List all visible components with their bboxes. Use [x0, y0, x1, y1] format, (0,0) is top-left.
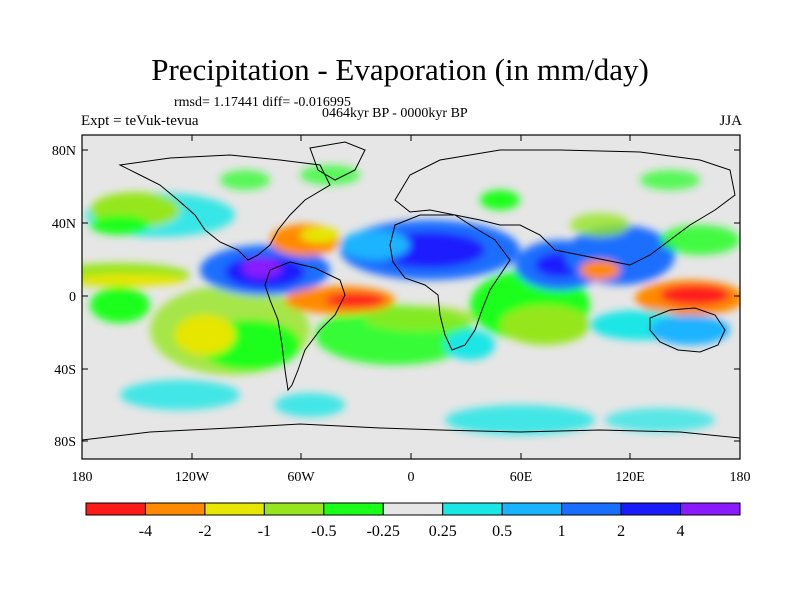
map-title: Precipitation - Evaporation (in mm/day)	[151, 52, 649, 87]
colorbar-swatch	[144, 502, 206, 516]
lat-label: 80S	[54, 435, 76, 450]
eurasia-outline	[394, 149, 736, 266]
lat-labels: 80N 40N 0 40S 80S	[52, 144, 76, 450]
colorbar-label: -2	[198, 523, 211, 540]
colorbar-label: -0.25	[367, 523, 400, 540]
stats-text: rmsd= 1.17441 diff= -0.016995	[174, 95, 351, 110]
experiment-label: Expt = teVuk-tevua	[81, 113, 199, 129]
colorbar-swatch	[204, 502, 265, 516]
australia-outline	[649, 307, 726, 353]
lon-labels: 180 120W 60W 0 60E 120E 180	[72, 470, 751, 485]
colorbar-swatch	[442, 502, 503, 516]
period-text: 0464kyr BP - 0000kyr BP	[322, 106, 468, 121]
colorbar-label: 2	[617, 523, 625, 540]
africa-outline	[389, 214, 511, 351]
colorbar-swatch	[382, 502, 444, 516]
colorbar-swatch	[323, 502, 384, 516]
lat-label: 40S	[54, 363, 76, 378]
lon-label: 0	[408, 470, 415, 485]
colorbar-swatch	[620, 502, 682, 516]
colorbar-swatch	[501, 502, 563, 516]
map-ticks	[81, 135, 741, 459]
colorbar-label: 0.25	[429, 523, 457, 540]
lon-label: 60W	[287, 470, 315, 485]
colorbar-swatch	[680, 502, 741, 516]
colorbar-label: 4	[677, 523, 685, 540]
lat-label: 0	[69, 290, 76, 305]
antarctica-outline	[82, 423, 740, 441]
colorbar-swatch	[561, 502, 622, 516]
colorbar-label: -1	[258, 523, 271, 540]
north-america-outline	[118, 154, 331, 261]
field-layer	[82, 165, 740, 435]
lon-label: 120E	[615, 470, 645, 485]
colorbar: -4 -2 -1 -0.5 -0.25 0.25 0.5 1 2 4	[85, 502, 741, 540]
south-america-outline	[264, 261, 346, 392]
colorbar-label: -4	[139, 523, 152, 540]
lat-label: 40N	[52, 217, 76, 232]
lon-label: 60E	[510, 470, 533, 485]
lat-label: 80N	[52, 144, 76, 159]
colorbar-swatch	[263, 502, 325, 516]
lon-label: 180	[730, 470, 751, 485]
colorbar-label: 1	[558, 523, 566, 540]
coastlines	[82, 141, 740, 441]
season-label: JJA	[719, 113, 742, 129]
lon-label: 180	[72, 470, 93, 485]
lon-label: 120W	[175, 470, 210, 485]
greenland-outline	[309, 141, 366, 181]
colorbar-label: -0.5	[311, 523, 336, 540]
colorbar-label: 0.5	[492, 523, 512, 540]
colorbar-swatch	[85, 502, 146, 516]
